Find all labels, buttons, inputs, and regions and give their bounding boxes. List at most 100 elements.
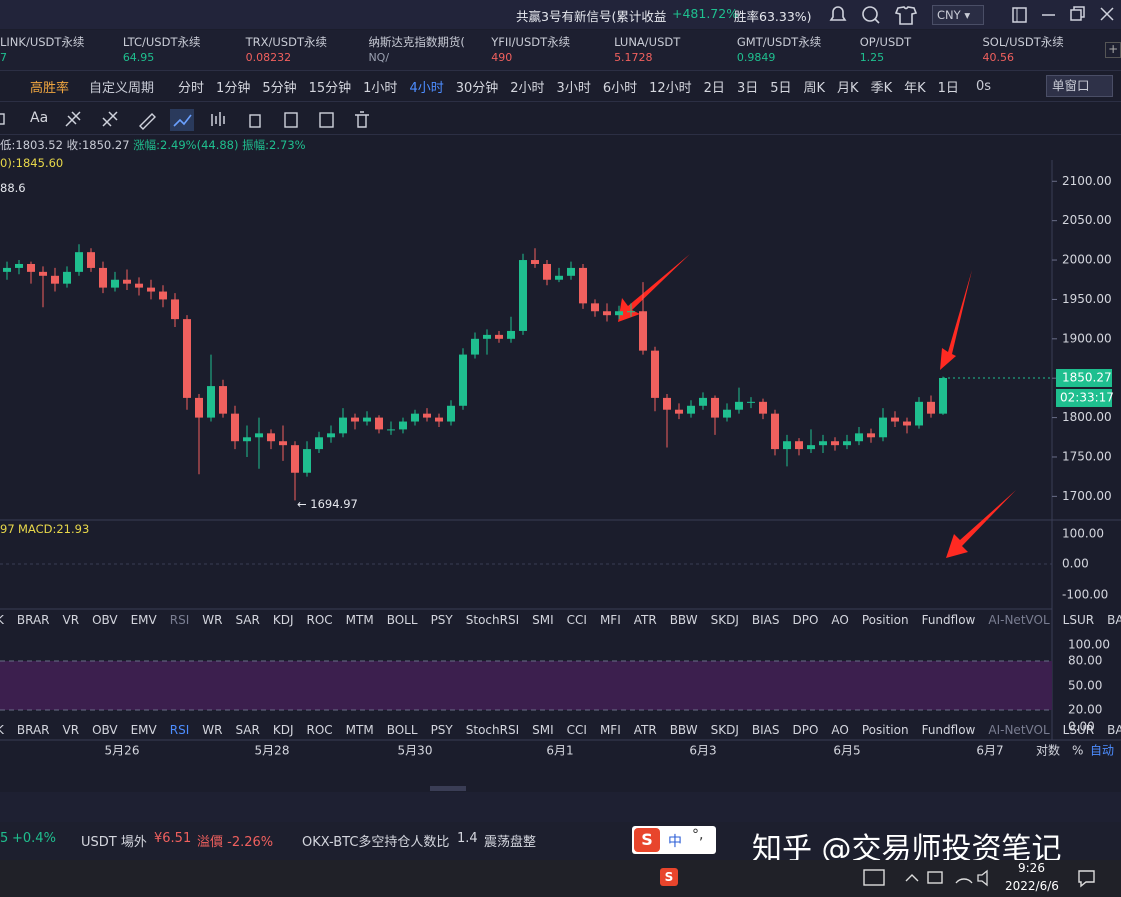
ticker[interactable]: GMT/USDT永续 0.9849	[729, 35, 852, 65]
tool-icons[interactable]	[0, 108, 380, 132]
indicator-tab[interactable]: SKDJ	[710, 613, 739, 627]
indicator-tab[interactable]: OBV	[92, 613, 118, 627]
indicator-tab[interactable]: SAR	[235, 723, 260, 737]
period[interactable]: 5日	[770, 80, 792, 96]
indicator-tab[interactable]: BRAR	[16, 723, 50, 737]
indicator-tab[interactable]: DPO	[792, 613, 819, 627]
indicator-tab[interactable]: SMI	[532, 613, 554, 627]
indicator-tab[interactable]: LSUR	[1062, 613, 1095, 627]
period[interactable]: 季K	[870, 80, 893, 96]
indicator-tab[interactable]: VR	[62, 723, 80, 737]
period[interactable]: 6小时	[602, 80, 638, 96]
indicator-tab[interactable]: BOLL	[386, 613, 418, 627]
indicator-tab[interactable]: ATR	[633, 613, 657, 627]
currency-select[interactable]: CNY ▾	[932, 5, 984, 25]
notifications[interactable]	[1076, 868, 1098, 890]
indicator-tab[interactable]: ATR	[633, 723, 657, 737]
indicator-tab[interactable]: BBW	[669, 723, 698, 737]
indicator-tab[interactable]: BRAR	[16, 613, 50, 627]
period[interactable]: 5分钟	[262, 80, 297, 96]
indicator-tab[interactable]: StochRSI	[465, 613, 520, 627]
indicator-tab[interactable]: PSY	[430, 723, 453, 737]
signal[interactable]: 共赢3号有新信号(累计收益	[516, 9, 667, 24]
period[interactable]: 2小时	[510, 80, 545, 96]
indicator-tab[interactable]: Fundflow	[921, 723, 976, 737]
ime-bar[interactable]: S 中 °,	[632, 826, 716, 854]
period[interactable]: 30分钟	[455, 80, 499, 96]
indicator-tab[interactable]: AI-NetVOL	[988, 723, 1050, 737]
indicator-tab[interactable]: MTM	[345, 613, 374, 627]
indicator-tab[interactable]: SKDJ	[710, 723, 739, 737]
indicator-tab[interactable]: ROC	[306, 613, 333, 627]
indicator-tab[interactable]: ROC	[306, 723, 333, 737]
ticker[interactable]: OP/USDT 1.25	[852, 35, 975, 65]
indicator-tab[interactable]: WR	[202, 723, 223, 737]
indicator-tab[interactable]: CCI	[566, 723, 587, 737]
indicator-tab[interactable]: Fundflow	[921, 613, 976, 627]
indicator-tab[interactable]: DPO	[792, 723, 819, 737]
indicator-tab[interactable]: MTM	[345, 723, 374, 737]
indicator-tab[interactable]: BIAS	[751, 723, 780, 737]
ticker[interactable]: TRX/USDT永续 0.08232	[238, 35, 361, 65]
period[interactable]: 2日	[703, 80, 725, 96]
indicator-tab[interactable]: AI-NetVOL	[988, 613, 1050, 627]
indicator-tab[interactable]: K	[0, 613, 4, 627]
indicator-tab[interactable]: KDJ	[272, 723, 294, 737]
ticker[interactable]: LINK/USDT永续 7	[0, 35, 115, 65]
indicator-tab[interactable]: RSI	[169, 613, 190, 627]
indicator-tab[interactable]: BASIS	[1107, 613, 1121, 627]
period[interactable]: 12小时	[649, 80, 692, 96]
indicator-tab[interactable]: WR	[202, 613, 223, 627]
indicator-tab[interactable]: SMI	[532, 723, 554, 737]
window-mode[interactable]: 单窗口	[1046, 75, 1113, 97]
indicator-tab[interactable]: PSY	[430, 613, 453, 627]
indicator-tab[interactable]: CCI	[566, 613, 587, 627]
indicator-tab[interactable]: LSUR	[1062, 723, 1095, 737]
period[interactable]: 3日	[736, 80, 759, 96]
indicator-tab[interactable]: BIAS	[751, 613, 780, 627]
ticker[interactable]: YFII/USDT永续 490	[483, 35, 606, 65]
ticker-price: 490	[491, 51, 513, 64]
indicator-tab[interactable]: EMV	[130, 613, 157, 627]
period[interactable]: 分时	[178, 80, 205, 96]
indicator-tab[interactable]: SAR	[235, 613, 260, 627]
scroll-handle[interactable]	[430, 786, 466, 791]
indicator-tab[interactable]: EMV	[130, 723, 157, 737]
ticker[interactable]: LUNA/USDT 5.1728	[606, 35, 729, 65]
y-tick-label: 1800.00	[1062, 410, 1112, 424]
indicator-tab[interactable]: KDJ	[272, 613, 294, 627]
indicator-tab[interactable]: MFI	[599, 613, 621, 627]
timer[interactable]: 0s	[976, 78, 992, 94]
indicator-tab[interactable]: BOLL	[386, 723, 418, 737]
custom-period[interactable]: 自定义周期	[89, 80, 155, 96]
window-buttons[interactable]	[1005, 4, 1121, 26]
indicator-tab[interactable]: BBW	[669, 613, 698, 627]
indicator-tab[interactable]: AO	[831, 613, 849, 627]
period[interactable]: 周K	[803, 80, 826, 96]
tray-icons[interactable]	[862, 866, 992, 890]
indicator-tab[interactable]: OBV	[92, 723, 118, 737]
indicator-tab[interactable]: Position	[861, 723, 909, 737]
period[interactable]: 3小时	[556, 80, 591, 96]
ticker[interactable]: 纳斯达克指数期货(NQ/	[360, 35, 483, 65]
indicator-tab[interactable]: RSI	[169, 723, 190, 737]
ticker[interactable]: SOL/USDT永续 40.56	[975, 35, 1098, 65]
add-ticker[interactable]: +	[1105, 42, 1121, 58]
indicator-tab[interactable]: K	[0, 723, 4, 737]
text-tool[interactable]: Aa	[30, 110, 49, 126]
period[interactable]: 15分钟	[308, 80, 352, 96]
indicator-tab[interactable]: BASIS	[1107, 723, 1121, 737]
period[interactable]: 1日	[937, 80, 959, 96]
indicator-tab[interactable]: Position	[861, 613, 909, 627]
indicator-tab[interactable]: StochRSI	[465, 723, 520, 737]
period[interactable]: 4小时	[409, 80, 444, 96]
indicator-tab[interactable]: MFI	[599, 723, 621, 737]
period[interactable]: 1分钟	[216, 80, 251, 96]
period[interactable]: 年K	[904, 80, 926, 96]
ticker[interactable]: LTC/USDT永续 64.95	[115, 35, 238, 65]
indicator-tab[interactable]: AO	[831, 723, 849, 737]
indicator-tab[interactable]: VR	[62, 613, 80, 627]
period[interactable]: 1小时	[363, 80, 398, 96]
badge[interactable]: 高胜率	[30, 80, 70, 96]
period[interactable]: 月K	[837, 80, 859, 96]
